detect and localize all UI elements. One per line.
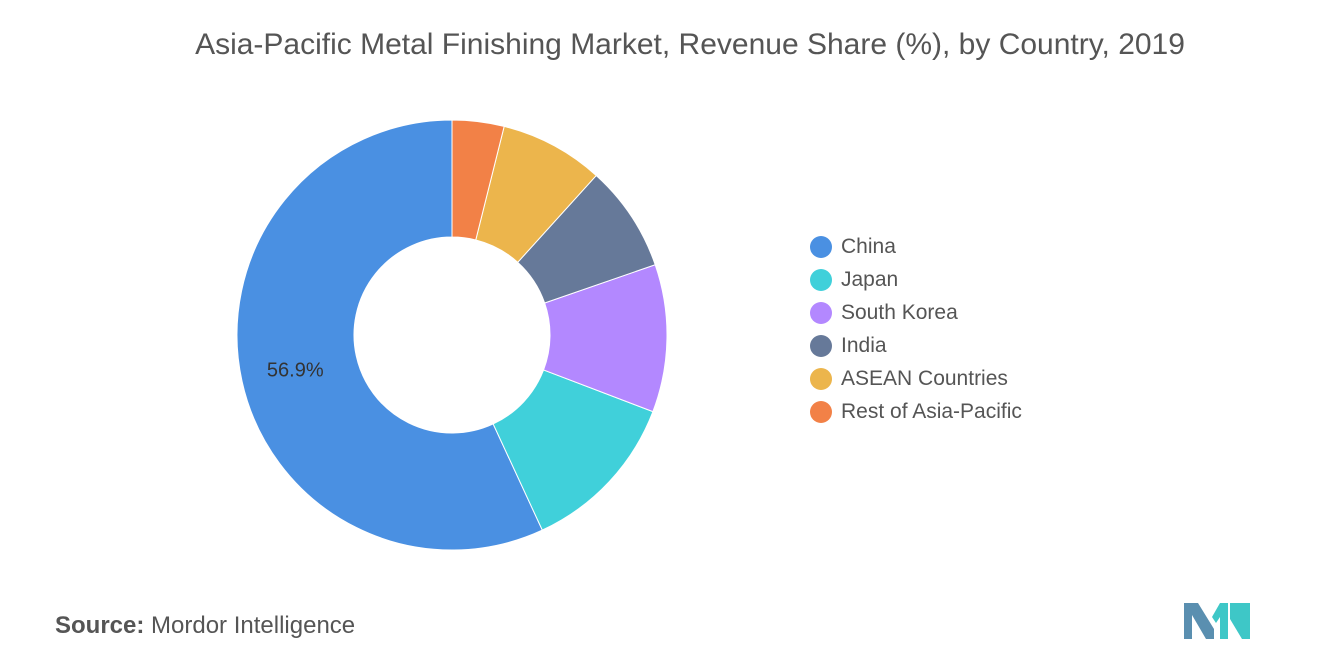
legend-swatch xyxy=(810,235,832,258)
source-caption: Source: Mordor Intelligence xyxy=(55,612,355,640)
legend-swatch xyxy=(810,334,832,357)
legend-swatch xyxy=(810,301,832,324)
legend-label: India xyxy=(841,333,887,357)
slice-china xyxy=(236,119,543,551)
data-label-china: 56.9% xyxy=(267,360,324,382)
legend-swatch xyxy=(810,400,832,423)
chart-title: Asia-Pacific Metal Finishing Market, Rev… xyxy=(195,28,1185,61)
legend-label: ASEAN Countries xyxy=(841,366,1008,390)
legend-label: South Korea xyxy=(841,300,958,324)
chart-legend: China Japan South Korea India ASEAN Countrie… xyxy=(810,230,1022,428)
legend-label: China xyxy=(841,234,896,258)
source-prefix: Source: xyxy=(55,612,145,639)
legend-label: Rest of Asia-Pacific xyxy=(841,399,1022,423)
legend-item-rest-of-asia-pacific: Rest of Asia-Pacific xyxy=(810,395,1022,428)
legend-item-china: China xyxy=(810,230,1022,263)
legend-item-japan: Japan xyxy=(810,263,1022,296)
legend-item-south-korea: South Korea xyxy=(810,296,1022,329)
slice-rest-of-asia-pacific xyxy=(451,119,505,241)
legend-item-india: India xyxy=(810,329,1022,362)
source-name: Mordor Intelligence xyxy=(151,612,356,639)
legend-swatch xyxy=(810,268,832,291)
mordor-intelligence-logo-icon xyxy=(1184,603,1250,639)
legend-label: Japan xyxy=(841,267,899,291)
legend-item-asean-countries: ASEAN Countries xyxy=(810,362,1022,395)
legend-swatch xyxy=(810,367,832,390)
